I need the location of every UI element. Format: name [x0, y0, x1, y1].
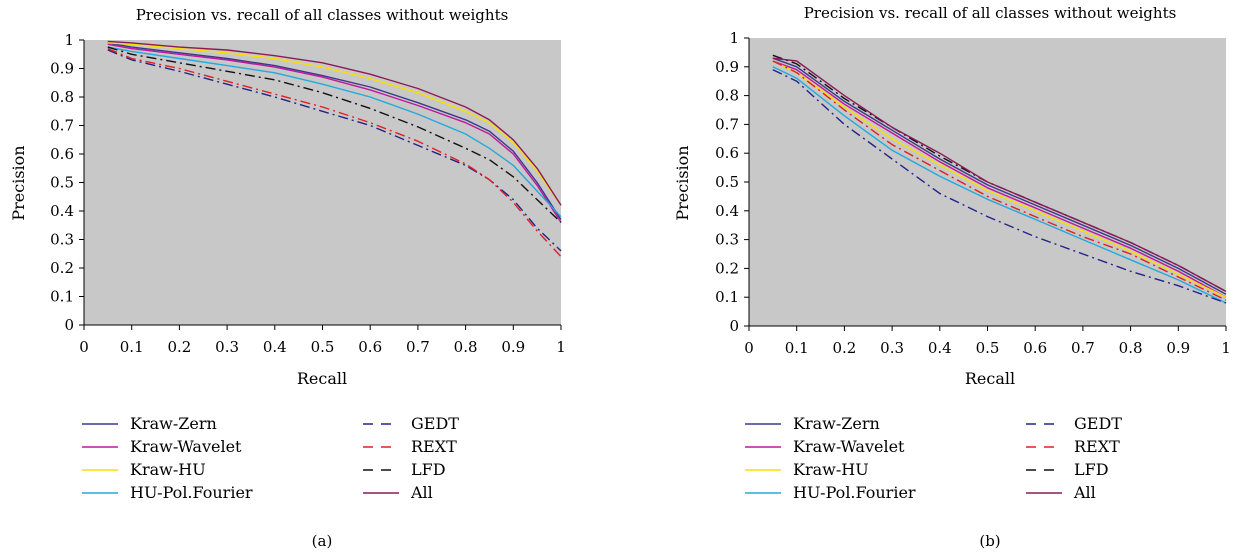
y-tick-label: 0.5 — [715, 173, 739, 191]
y-ticks: 0 0.1 0.2 0.3 0.4 0.5 0.6 0.7 0.8 0.9 1 — [715, 29, 749, 335]
series-line-rext — [772, 60, 1227, 301]
x-tick-label: 0.1 — [785, 339, 809, 357]
series-line-gedt — [107, 49, 562, 252]
y-axis-label: Precision — [9, 145, 28, 220]
y-tick-label: 1 — [64, 31, 74, 49]
y-tick-label: 0.7 — [50, 117, 74, 135]
x-tick-label: 0.2 — [167, 338, 191, 356]
series-line-rext — [107, 47, 562, 258]
x-tick-label: 0.5 — [311, 338, 335, 356]
chart-title: Precision vs. recall of all classes with… — [136, 6, 509, 24]
x-ticks: 0 0.1 0.2 0.3 0.4 0.5 0.6 0.7 0.8 0.9 1 — [744, 326, 1231, 357]
x-tick-label: 0.3 — [880, 339, 904, 357]
legend-label: LFD — [1074, 460, 1109, 479]
y-tick-label: 1 — [729, 29, 739, 47]
y-tick-label: 0.9 — [50, 60, 74, 78]
y-tick-label: 0.1 — [715, 288, 739, 306]
legend-label: Kraw-HU — [793, 460, 869, 479]
x-tick-label: 0.8 — [454, 338, 478, 356]
x-tick-label: 0.2 — [832, 339, 856, 357]
x-axis-label: Recall — [965, 369, 1015, 388]
plot-layer — [107, 40, 562, 258]
x-tick-label: 0.9 — [501, 338, 525, 356]
legend-label: GEDT — [1074, 414, 1122, 433]
y-tick-label: 0.3 — [50, 231, 74, 249]
plot-area — [84, 40, 561, 325]
series-line-kraw-zern — [107, 42, 562, 220]
legend: Kraw-Zern Kraw-Wavelet Kraw-HU HU-Pol.Fouri… — [745, 414, 1122, 502]
y-tick-label: 0.3 — [715, 231, 739, 249]
plot-layer — [772, 54, 1227, 304]
y-tick-label: 0.2 — [715, 259, 739, 277]
x-tick-label: 0.1 — [120, 338, 144, 356]
legend-label: Kraw-Wavelet — [130, 437, 242, 456]
chart-panel-a: Precision vs. recall of all classes with… — [0, 0, 618, 556]
legend-label: Kraw-Wavelet — [793, 437, 905, 456]
y-tick-label: 0.5 — [50, 174, 74, 192]
y-tick-label: 0 — [729, 317, 739, 335]
series-line-lfd — [107, 46, 562, 223]
y-axis-label: Precision — [673, 145, 692, 220]
legend-label: LFD — [411, 460, 446, 479]
y-tick-label: 0.6 — [715, 144, 739, 162]
x-ticks: 0 0.1 0.2 0.3 0.4 0.5 0.6 0.7 0.8 0.9 1 — [79, 325, 566, 356]
x-tick-label: 0.9 — [1166, 339, 1190, 357]
legend-label: All — [1073, 483, 1096, 502]
x-tick-label: 0 — [79, 338, 89, 356]
chart-b: Precision vs. recall of all classes with… — [673, 4, 1231, 550]
y-tick-label: 0.1 — [50, 288, 74, 306]
y-tick-label: 0.2 — [50, 259, 74, 277]
x-tick-label: 0.3 — [215, 338, 239, 356]
y-tick-label: 0.7 — [715, 115, 739, 133]
x-tick-label: 0.6 — [1023, 339, 1047, 357]
series-line-kraw-hu — [107, 42, 562, 206]
series-line-kraw-wavelet — [772, 60, 1227, 298]
legend-label: HU-Pol.Fourier — [130, 483, 253, 502]
x-tick-label: 0.7 — [406, 338, 430, 356]
legend-label: Kraw-Zern — [793, 414, 880, 433]
series-line-kraw-wavelet — [107, 43, 562, 223]
chart-a: Precision vs. recall of all classes with… — [9, 6, 566, 550]
series-line-all — [772, 57, 1227, 293]
series-line-kraw-hu — [772, 60, 1227, 298]
y-tick-label: 0 — [64, 316, 74, 334]
legend: Kraw-Zern Kraw-Wavelet Kraw-HU HU-Pol.Fouri… — [82, 414, 459, 502]
chart-title: Precision vs. recall of all classes with… — [804, 4, 1177, 22]
legend-label: GEDT — [411, 414, 459, 433]
y-tick-label: 0.8 — [715, 87, 739, 105]
y-ticks: 0 0.1 0.2 0.3 0.4 0.5 0.6 0.7 0.8 0.9 1 — [50, 31, 84, 334]
x-tick-label: 0.4 — [263, 338, 287, 356]
figure-caption: (b) — [979, 532, 1000, 550]
series-line-hu-pol-fourier — [107, 46, 562, 218]
chart-panel-b: Precision vs. recall of all classes with… — [619, 0, 1237, 556]
series-line-all — [107, 40, 562, 206]
x-tick-label: 0.6 — [358, 338, 382, 356]
figure-caption: (a) — [312, 532, 333, 550]
x-tick-label: 0.8 — [1119, 339, 1143, 357]
x-tick-label: 0.7 — [1071, 339, 1095, 357]
y-tick-label: 0.9 — [715, 58, 739, 76]
y-tick-label: 0.4 — [50, 202, 74, 220]
series-line-gedt — [772, 69, 1227, 304]
legend-label: Kraw-Zern — [130, 414, 217, 433]
legend-label: Kraw-HU — [130, 460, 206, 479]
x-tick-label: 0.4 — [928, 339, 952, 357]
x-tick-label: 1 — [556, 338, 566, 356]
series-line-kraw-zern — [772, 57, 1227, 295]
y-tick-label: 0.8 — [50, 88, 74, 106]
y-tick-label: 0.6 — [50, 145, 74, 163]
y-tick-label: 0.4 — [715, 202, 739, 220]
series-line-hu-pol-fourier — [772, 66, 1227, 304]
legend-label: REXT — [1074, 437, 1120, 456]
x-tick-label: 0 — [744, 339, 754, 357]
x-axis-label: Recall — [297, 369, 347, 388]
legend-label: HU-Pol.Fourier — [793, 483, 916, 502]
x-tick-label: 0.5 — [976, 339, 1000, 357]
legend-label: All — [410, 483, 433, 502]
x-tick-label: 1 — [1221, 339, 1231, 357]
legend-label: REXT — [411, 437, 457, 456]
